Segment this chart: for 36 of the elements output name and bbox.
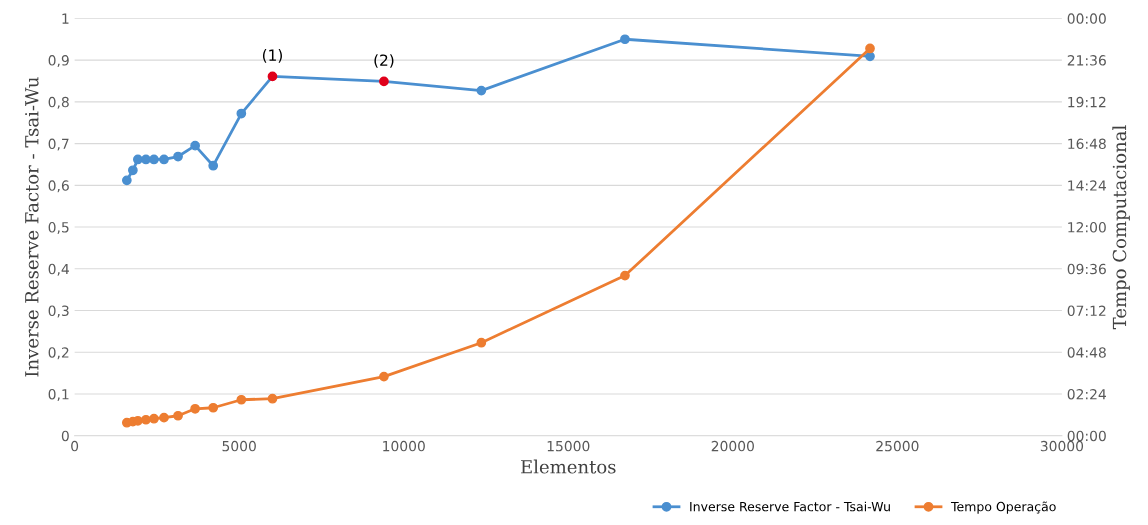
y2-tick-label: 09:36	[1067, 263, 1106, 275]
x-tick-label: 25000	[876, 440, 919, 452]
annotation: (1)	[262, 49, 282, 63]
legend-label: Tempo Operação	[950, 501, 1056, 514]
x-tick-label: 0	[71, 440, 79, 452]
x-tick-label: 5000	[222, 440, 256, 452]
y-axis-title: Inverse Reserve Factor - Tsai-Wu	[25, 77, 39, 377]
y2-tick-label: 00:00	[1067, 430, 1106, 442]
y2-tick-label: 14:24	[1068, 180, 1107, 191]
legend-label: Inverse Reserve Factor - Tsai-Wu	[690, 501, 890, 512]
y2-tick-label: 07:12	[1067, 305, 1106, 317]
y-tick-label: 0,2	[48, 347, 69, 360]
y-tick-label: 0,4	[48, 263, 69, 276]
y-tick-label: 0	[61, 430, 69, 442]
y-tick-label: 0,6	[48, 180, 69, 193]
y-tick-label: 0,1	[48, 388, 69, 401]
y2-tick-label: 16:48	[1068, 138, 1106, 150]
y-tick-label: 0,7	[48, 138, 69, 151]
y2-tick-label: 04:48	[1067, 347, 1106, 358]
y2-axis-title: Tempo Computacional	[1112, 125, 1130, 330]
y-tick-label: 1	[62, 13, 69, 24]
y2-tick-label: 00:00	[1067, 13, 1106, 24]
x-axis-title: Elementos	[521, 459, 616, 474]
annotation: (2)	[374, 54, 394, 68]
y2-tick-label: 21:36	[1067, 55, 1106, 66]
x-tick-label: 30000	[1040, 440, 1084, 452]
y-tick-label: 0,3	[48, 305, 69, 318]
y-tick-label: 0,9	[48, 55, 69, 67]
y-tick-label: 0,5	[48, 222, 69, 234]
y2-tick-label: 12:00	[1068, 222, 1106, 233]
x-tick-label: 20000	[711, 440, 754, 452]
y-tick-label: 0,8	[48, 96, 69, 109]
x-tick-label: 10000	[383, 440, 425, 452]
x-tick-label: 15000	[547, 440, 590, 452]
y2-tick-label: 02:24	[1067, 388, 1107, 400]
y2-tick-label: 19:12	[1068, 96, 1106, 108]
